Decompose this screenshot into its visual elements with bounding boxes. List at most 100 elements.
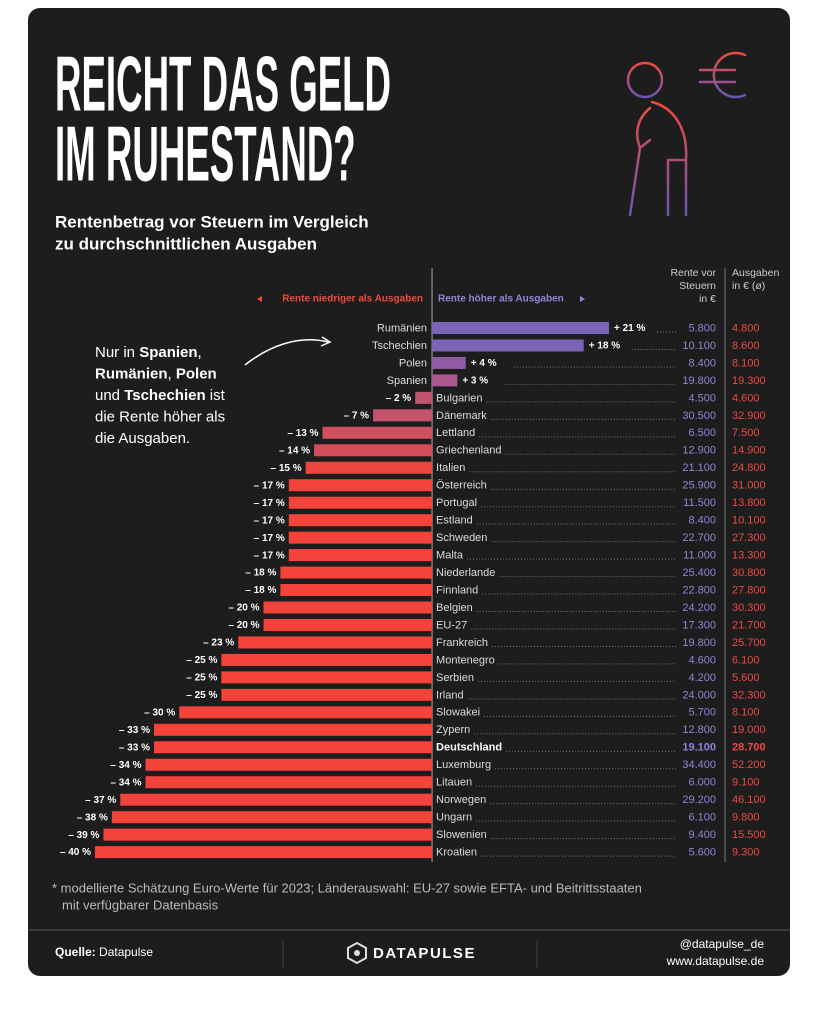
category-label: Italien [436, 462, 465, 474]
value-label: – 17 % [254, 533, 285, 544]
legend-lower: Rente niedriger als Ausgaben [282, 294, 423, 305]
category-label: Irland [436, 689, 464, 701]
column-value: 9.400 [688, 829, 716, 841]
value-label: – 18 % [245, 585, 276, 596]
category-label: Deutschland [436, 742, 502, 754]
value-label: – 33 % [119, 725, 150, 736]
value-label: – 7 % [343, 410, 369, 421]
column-value: 19.000 [732, 724, 766, 736]
column-value: 30.300 [732, 602, 766, 614]
value-label: – 25 % [186, 655, 217, 666]
category-label: Österreich [436, 480, 487, 492]
column-header: in € (ø) [732, 280, 765, 292]
category-label: Finnland [436, 584, 478, 596]
logo-dot [354, 950, 360, 956]
category-label: Montenegro [436, 654, 495, 666]
column-value: 4.200 [688, 672, 716, 684]
value-label: – 23 % [203, 638, 234, 649]
bar [263, 601, 433, 614]
column-value: 25.400 [682, 567, 716, 579]
url: www.datapulse.de [666, 954, 765, 968]
bar [322, 426, 433, 439]
column-value: 30.500 [682, 410, 716, 422]
category-label: Belgien [436, 602, 473, 614]
bar [221, 653, 433, 666]
value-label: – 25 % [186, 673, 217, 684]
column-value: 31.000 [732, 480, 766, 492]
bar [280, 566, 433, 579]
annotation-segment: die Rente höher als [95, 408, 225, 425]
bar [288, 549, 433, 562]
value-label: – 17 % [254, 498, 285, 509]
annotation-arrow-head [320, 336, 332, 347]
source-name: Datapulse [99, 945, 153, 959]
column-value: 5.600 [732, 672, 760, 684]
column-value: 9.100 [732, 777, 760, 789]
category-label: Litauen [436, 777, 472, 789]
column-header: in € [699, 293, 716, 305]
handle: @datapulse_de [680, 937, 765, 951]
column-value: 27.300 [732, 532, 766, 544]
legend-arrow-left [257, 296, 262, 302]
bar [314, 444, 433, 457]
annotation-line: die Rente höher als [95, 408, 225, 425]
annotation-segment: Spanien [139, 344, 197, 361]
column-value: 17.300 [682, 619, 716, 631]
annotation-segment: Nur in [95, 344, 139, 361]
category-label: Schweden [436, 532, 487, 544]
value-label: – 14 % [279, 445, 310, 456]
category-label: Polen [399, 357, 427, 369]
column-value: 52.200 [732, 759, 766, 771]
column-value: 25.700 [732, 637, 766, 649]
category-label: Spanien [387, 375, 427, 387]
brand: DATAPULSE [373, 945, 476, 962]
value-label: – 2 % [386, 393, 412, 404]
category-label: Slowakei [436, 707, 480, 719]
bar [95, 846, 433, 859]
value-label: – 33 % [119, 742, 150, 753]
category-label: Norwegen [436, 794, 486, 806]
column-value: 21.700 [732, 619, 766, 631]
column-value: 32.300 [732, 689, 766, 701]
legend-higher: Rente höher als Ausgaben [438, 294, 564, 305]
bar [238, 636, 433, 649]
category-label: Kroatien [436, 847, 477, 859]
source: Quelle: Datapulse [55, 945, 153, 959]
column-value: 19.800 [682, 637, 716, 649]
column-value: 8.100 [732, 707, 760, 719]
category-label: Malta [436, 550, 464, 562]
title-line: IM RUHESTAND? [55, 110, 356, 197]
bar [288, 514, 433, 527]
column-value: 5.700 [688, 707, 716, 719]
bar [145, 776, 433, 789]
category-label: Lettland [436, 427, 475, 439]
footnote-line: * modellierte Schätzung Euro-Werte für 2… [52, 880, 642, 895]
column-header: Ausgaben [732, 267, 779, 279]
category-label: Portugal [436, 497, 477, 509]
column-value: 9.800 [732, 812, 760, 824]
column-value: 25.900 [682, 480, 716, 492]
column-value: 11.500 [683, 497, 716, 509]
column-value: 12.900 [682, 445, 716, 457]
column-value: 15.500 [732, 829, 766, 841]
column-value: 8.400 [688, 515, 716, 527]
column-value: 21.100 [682, 462, 716, 474]
value-label: – 38 % [77, 812, 108, 823]
annotation-segment: ist [206, 387, 226, 404]
column-value: 14.900 [732, 445, 766, 457]
column-value: 8.100 [732, 357, 760, 369]
bar [153, 723, 433, 736]
value-label: – 39 % [68, 830, 99, 841]
column-value: 30.800 [732, 567, 766, 579]
column-value: 29.200 [682, 794, 716, 806]
bar [221, 671, 433, 684]
value-label: – 17 % [254, 515, 285, 526]
category-label: Dänemark [436, 410, 487, 422]
value-label: – 17 % [254, 550, 285, 561]
column-value: 24.800 [732, 462, 766, 474]
category-label: Luxemburg [436, 759, 491, 771]
bar [432, 356, 466, 369]
value-label: + 4 % [471, 358, 497, 369]
